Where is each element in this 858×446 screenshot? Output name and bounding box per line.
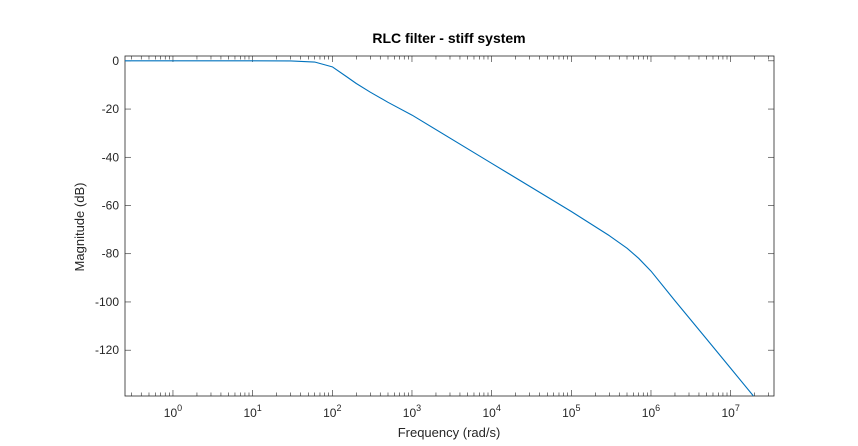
y-tick-label: -100 (95, 295, 119, 309)
x-tick-label: 103 (403, 403, 421, 420)
x-tick-label: 101 (243, 403, 261, 420)
x-tick-label: 104 (482, 403, 500, 420)
y-axis-label: Magnitude (dB) (72, 183, 87, 272)
x-tick-label: 106 (642, 403, 660, 420)
x-tick-label: 102 (323, 403, 341, 420)
y-tick-label: -40 (102, 150, 120, 164)
x-tick-label: 105 (562, 403, 580, 420)
axes-box (124, 55, 775, 397)
y-tick-label: -120 (95, 343, 119, 357)
y-tick-label: -60 (102, 199, 120, 213)
x-tick-label: 100 (164, 403, 182, 420)
x-axis-label: Frequency (rad/s) (398, 425, 501, 440)
x-tick-label: 107 (721, 403, 739, 420)
chart-title: RLC filter - stiff system (372, 30, 525, 46)
magnitude-line (125, 60, 755, 396)
y-tick-label: 0 (112, 54, 119, 68)
y-tick-label: -80 (102, 247, 120, 261)
y-tick-label: -20 (102, 102, 120, 116)
plot-area: 100 101 102 103 104 105 106 107 0 -20 -40 -60 -80 -10… (95, 54, 775, 420)
